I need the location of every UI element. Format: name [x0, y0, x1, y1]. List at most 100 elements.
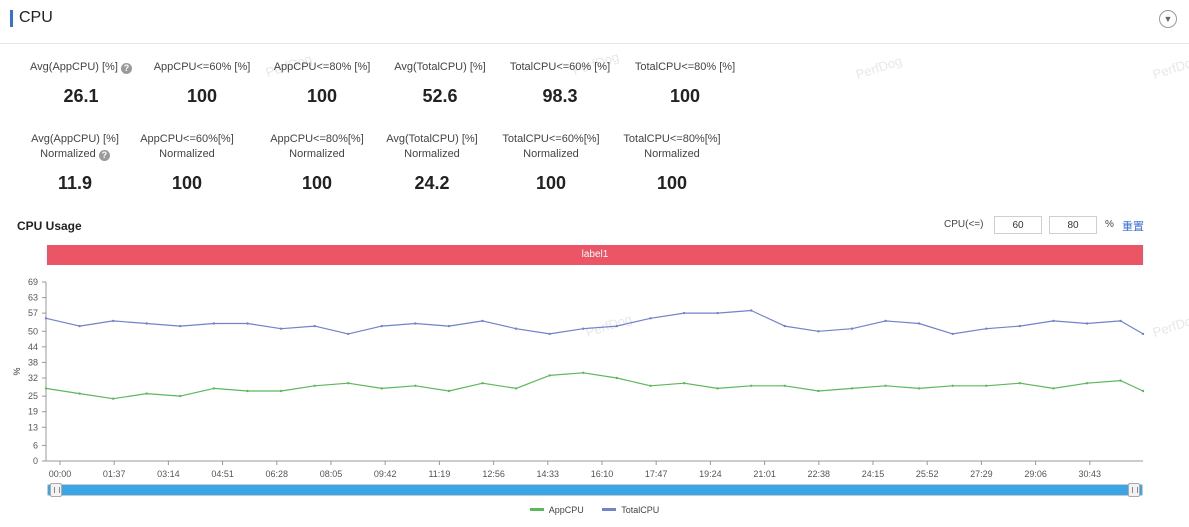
- data-point-totalcpu[interactable]: [1119, 319, 1122, 323]
- x-tick-label: 30:43: [1079, 469, 1102, 479]
- data-point-totalcpu[interactable]: [682, 311, 686, 315]
- data-point-appcpu[interactable]: [112, 397, 115, 400]
- data-point-appcpu[interactable]: [1052, 387, 1055, 390]
- data-point-appcpu[interactable]: [817, 389, 820, 393]
- threshold-low-input[interactable]: [994, 216, 1042, 234]
- data-point-appcpu[interactable]: [145, 392, 148, 395]
- data-point-appcpu[interactable]: [481, 382, 484, 385]
- data-point-totalcpu[interactable]: [985, 327, 988, 330]
- data-point-appcpu[interactable]: [1018, 382, 1022, 385]
- data-point-appcpu[interactable]: [716, 387, 719, 390]
- legend-item-appcpu[interactable]: AppCPU: [529, 505, 584, 515]
- y-tick-label: 69: [28, 277, 38, 287]
- series-lines: [44, 309, 1145, 400]
- metric-appcpu-80-normalized: AppCPU<=80%[%] Normalized 100: [270, 133, 364, 193]
- data-point-appcpu[interactable]: [414, 384, 417, 387]
- legend-item-totalcpu[interactable]: TotalCPU: [602, 505, 659, 515]
- data-point-totalcpu[interactable]: [917, 322, 921, 325]
- slider-handle-left[interactable]: [50, 483, 62, 497]
- data-point-appcpu[interactable]: [447, 389, 451, 393]
- series-line-totalcpu[interactable]: [45, 309, 1144, 335]
- x-tick-label: 29:06: [1024, 469, 1047, 479]
- data-point-appcpu[interactable]: [582, 371, 585, 374]
- data-point-totalcpu[interactable]: [750, 309, 753, 312]
- data-point-totalcpu[interactable]: [548, 332, 551, 336]
- panel-title: CPU: [19, 9, 53, 26]
- help-icon[interactable]: ?: [120, 63, 132, 74]
- data-point-appcpu[interactable]: [783, 384, 786, 387]
- data-point-appcpu[interactable]: [347, 382, 350, 385]
- data-point-totalcpu[interactable]: [145, 322, 148, 325]
- data-point-totalcpu[interactable]: [514, 327, 518, 330]
- data-point-appcpu[interactable]: [514, 387, 518, 390]
- data-point-appcpu[interactable]: [212, 387, 216, 390]
- data-point-totalcpu[interactable]: [884, 319, 887, 323]
- data-point-appcpu[interactable]: [44, 387, 48, 390]
- x-tick-label: 16:10: [591, 469, 614, 479]
- reset-link[interactable]: 重置: [1122, 221, 1144, 233]
- data-point-totalcpu[interactable]: [817, 330, 820, 333]
- data-point-appcpu[interactable]: [78, 392, 81, 395]
- data-point-appcpu[interactable]: [951, 384, 954, 387]
- data-point-appcpu[interactable]: [1119, 379, 1122, 382]
- data-point-totalcpu[interactable]: [850, 327, 854, 330]
- y-tick-label: 6: [33, 440, 38, 450]
- data-point-appcpu[interactable]: [615, 376, 619, 380]
- data-point-totalcpu[interactable]: [481, 319, 484, 323]
- data-point-appcpu[interactable]: [313, 384, 316, 387]
- slider-handle-right[interactable]: [1128, 483, 1140, 497]
- data-point-totalcpu[interactable]: [1018, 324, 1022, 328]
- series-line-appcpu[interactable]: [45, 372, 1144, 400]
- metric-totalcpu-60: TotalCPU<=60% [%] 98.3: [509, 61, 611, 106]
- help-icon[interactable]: ?: [98, 150, 110, 161]
- x-tick-label: 21:01: [753, 469, 776, 479]
- data-point-totalcpu[interactable]: [1141, 332, 1145, 336]
- data-point-appcpu[interactable]: [649, 384, 652, 387]
- data-point-totalcpu[interactable]: [246, 322, 249, 325]
- data-point-totalcpu[interactable]: [380, 324, 383, 328]
- threshold-high-input[interactable]: [1049, 216, 1097, 234]
- data-point-totalcpu[interactable]: [313, 324, 316, 328]
- data-point-totalcpu[interactable]: [447, 324, 451, 328]
- y-tick-label: 57: [28, 308, 38, 318]
- data-point-appcpu[interactable]: [548, 374, 551, 377]
- data-point-appcpu[interactable]: [179, 394, 182, 398]
- data-point-totalcpu[interactable]: [212, 322, 216, 325]
- data-point-totalcpu[interactable]: [279, 327, 283, 330]
- y-tick-label: 25: [28, 391, 38, 401]
- data-point-appcpu[interactable]: [1085, 382, 1089, 385]
- data-point-totalcpu[interactable]: [44, 317, 48, 320]
- x-tick-label: 09:42: [374, 469, 397, 479]
- data-point-totalcpu[interactable]: [716, 311, 719, 315]
- data-point-totalcpu[interactable]: [414, 322, 417, 325]
- data-point-appcpu[interactable]: [279, 389, 283, 393]
- data-point-totalcpu[interactable]: [179, 324, 182, 328]
- data-point-totalcpu[interactable]: [112, 319, 115, 323]
- data-point-totalcpu[interactable]: [1052, 319, 1055, 323]
- data-point-totalcpu[interactable]: [783, 324, 786, 328]
- label-bar[interactable]: label1: [47, 245, 1143, 265]
- data-point-appcpu[interactable]: [380, 387, 383, 390]
- data-point-totalcpu[interactable]: [78, 324, 81, 328]
- chevron-down-icon[interactable]: ▼: [1159, 10, 1177, 28]
- data-point-totalcpu[interactable]: [615, 324, 619, 328]
- x-tick-label: 19:24: [699, 469, 722, 479]
- y-tick-label: 50: [28, 326, 38, 336]
- data-point-totalcpu[interactable]: [951, 332, 954, 336]
- data-point-appcpu[interactable]: [246, 389, 249, 393]
- metric-avg-totalcpu-normalized: Avg(TotalCPU) [%] Normalized 24.2: [386, 133, 478, 193]
- data-point-appcpu[interactable]: [850, 387, 854, 390]
- data-point-totalcpu[interactable]: [582, 327, 585, 330]
- time-range-slider[interactable]: [47, 483, 1143, 497]
- data-point-appcpu[interactable]: [682, 382, 686, 385]
- data-point-totalcpu[interactable]: [347, 332, 350, 336]
- data-point-appcpu[interactable]: [750, 384, 753, 387]
- data-point-appcpu[interactable]: [1141, 389, 1145, 393]
- data-point-appcpu[interactable]: [985, 384, 988, 387]
- data-point-totalcpu[interactable]: [649, 317, 652, 320]
- y-tick-label: 0: [33, 456, 38, 466]
- data-point-appcpu[interactable]: [884, 384, 887, 387]
- data-point-appcpu[interactable]: [917, 387, 921, 390]
- data-point-totalcpu[interactable]: [1085, 322, 1089, 325]
